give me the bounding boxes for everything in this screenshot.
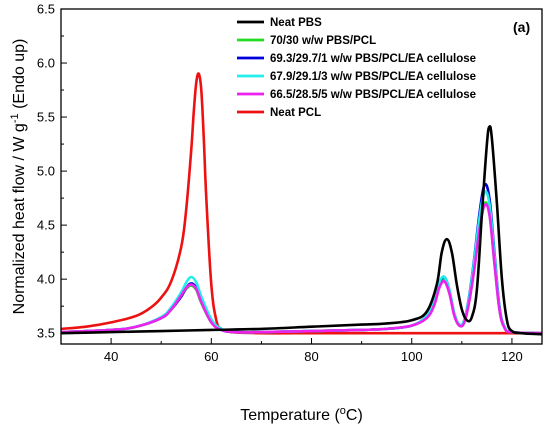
y-axis-title: Normalized heat flow / W g-1 (Endo up) (9, 39, 28, 315)
y-tick-label-0: 3.5 (37, 326, 55, 341)
x-tick-label-0: 40 (104, 349, 118, 364)
series-line-1 (61, 201, 542, 335)
legend-label-1: 70/30 w/w PBS/PCL (270, 35, 376, 47)
y-tick-label-4: 5.5 (37, 110, 55, 125)
series-layer (61, 72, 542, 336)
plot-frame (60, 8, 543, 345)
x-tick-label-3: 100 (401, 349, 423, 364)
legend-label-5: Neat PCL (270, 107, 321, 119)
legend-label-0: Neat PBS (270, 17, 322, 29)
series-line-5 (61, 72, 542, 335)
x-tick-label-1: 60 (204, 349, 218, 364)
x-tick-label-4: 120 (501, 349, 523, 364)
legend-label-2: 69.3/29.7/1 w/w PBS/PCL/EA cellulose (270, 53, 476, 65)
y-tick-label-2: 4.5 (37, 218, 55, 233)
series-line-4 (61, 203, 542, 335)
legend-label-4: 66.5/28.5/5 w/w PBS/PCL/EA cellulose (270, 89, 476, 101)
series-line-3 (61, 190, 542, 335)
ticks-layer: 40 60 80 100 120 3.5 4.0 4.5 5.0 5.5 6.0 6.5 (37, 2, 523, 365)
legend-label-3: 67.9/29.1/3 w/w PBS/PCL/EA cellulose (270, 71, 476, 83)
series-line-0 (61, 124, 542, 336)
y-tick-label-5: 6.0 (37, 56, 55, 71)
y-tick-label-6: 6.5 (37, 2, 55, 17)
panel-label: (a) (513, 19, 530, 35)
y-tick-label-1: 4.0 (37, 272, 55, 287)
legend: Neat PBS 70/30 w/w PBS/PCL 69.3/29.7/1 w/w… (237, 17, 476, 119)
x-axis-title: Temperature (oC) (240, 405, 363, 424)
series-line-2 (61, 182, 542, 335)
y-tick-label-3: 5.0 (37, 164, 55, 179)
x-tick-label-2: 80 (304, 349, 318, 364)
